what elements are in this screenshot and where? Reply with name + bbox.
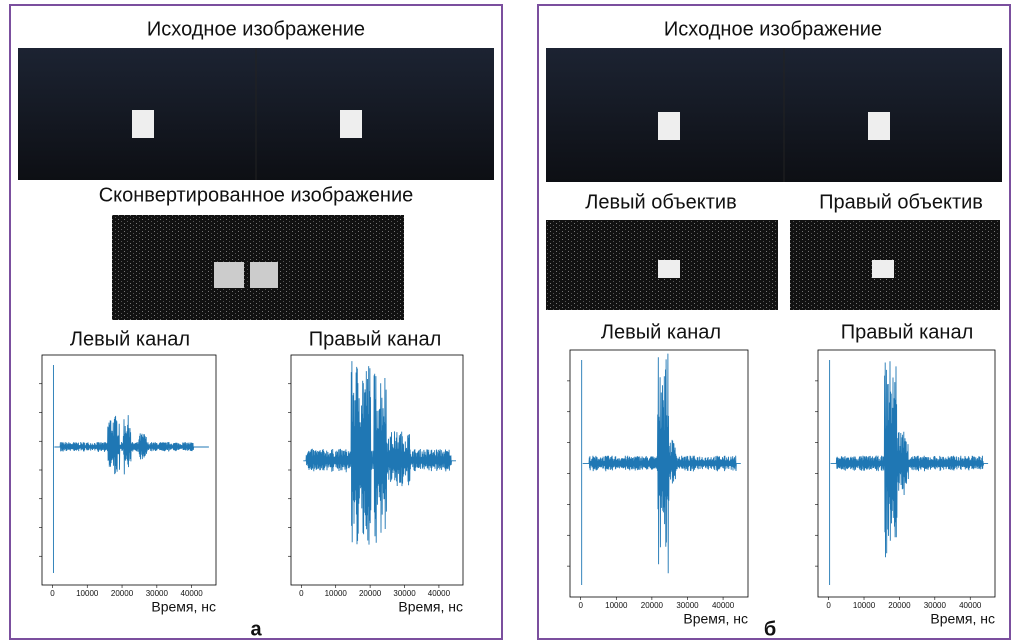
plot-title: Левый канал [601,321,721,343]
x-tick-label: 30000 [393,589,416,598]
x-axis-label: Время, нс [683,611,748,627]
plot-title: Правый канал [841,321,974,343]
figure: Исходное изображение Сконвертированное и… [0,0,1017,644]
plot-title: Правый канал [309,328,442,350]
panel-subtitle: Сконвертированное изображение [99,184,414,206]
x-tick-label: 10000 [605,601,628,610]
photo [546,48,1002,182]
x-tick-label: 0 [826,601,831,610]
lens-label: Правый объектив [819,191,983,213]
waveform [582,354,741,585]
x-tick-label: 40000 [712,601,735,610]
panel-title: Исходное изображение [664,18,882,40]
panel-title: Исходное изображение [147,18,365,40]
x-tick-label: 10000 [853,601,876,610]
panel-label: б [764,618,776,640]
plot-title: Левый канал [70,328,190,350]
x-tick-label: 0 [578,601,583,610]
waveform [53,365,208,573]
x-tick-label: 20000 [359,589,382,598]
x-tick-label: 40000 [181,589,204,598]
lens-image [546,220,1000,310]
x-axis-label: Время, нс [151,599,216,615]
panel-label: а [250,618,262,640]
converted-image [112,215,404,320]
x-tick-label: 20000 [888,601,911,610]
x-tick-label: 20000 [641,601,664,610]
x-tick-label: 30000 [676,601,699,610]
x-tick-label: 10000 [76,589,99,598]
x-tick-label: 40000 [959,601,982,610]
x-tick-label: 0 [299,589,304,598]
x-axis-label: Время, нс [930,611,995,627]
x-tick-label: 20000 [111,589,134,598]
x-tick-label: 40000 [428,589,451,598]
axes-frame [42,355,216,585]
x-tick-label: 10000 [325,589,348,598]
lens-label: Левый объектив [585,191,736,213]
x-tick-label: 0 [50,589,55,598]
x-tick-label: 30000 [146,589,169,598]
x-tick-label: 30000 [924,601,947,610]
waveform [830,360,988,585]
x-axis-label: Время, нс [398,599,463,615]
waveform [303,361,456,544]
photo [18,48,494,180]
